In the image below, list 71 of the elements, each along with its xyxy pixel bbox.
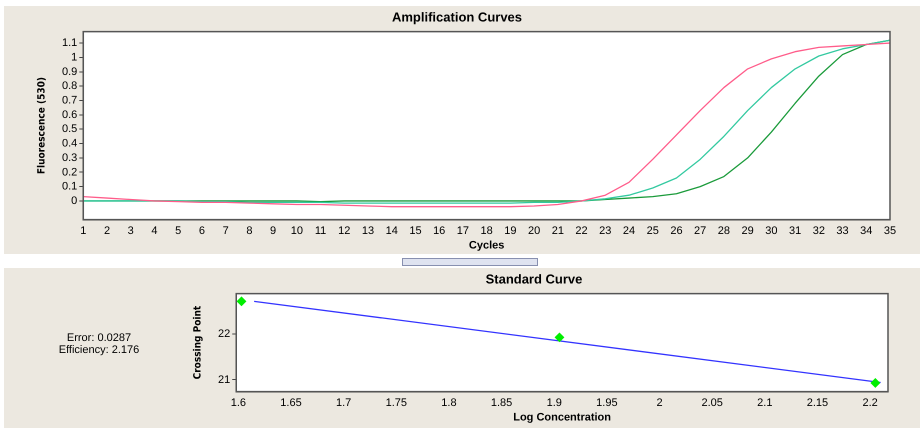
y-tick-label: 1 bbox=[71, 51, 78, 64]
x-axis-title: Log Concentration bbox=[513, 411, 612, 424]
x-tick-label: 1.75 bbox=[386, 397, 407, 410]
x-tick-label: 33 bbox=[836, 225, 849, 238]
x-tick-label: 35 bbox=[884, 225, 896, 238]
x-tick-label: 1.85 bbox=[490, 397, 512, 410]
x-tick-label: 30 bbox=[765, 225, 778, 238]
y-tick-label: 0.4 bbox=[62, 138, 78, 150]
y-axis-title: Fluorescence (530) bbox=[36, 77, 48, 174]
x-tick-label: 4 bbox=[151, 225, 158, 238]
x-tick-label: 34 bbox=[860, 225, 872, 238]
y-axis-title: Crossing Point bbox=[192, 305, 204, 380]
x-tick-label: 11 bbox=[314, 225, 326, 238]
x-tick-label: 7 bbox=[222, 225, 229, 238]
x-tick-label: 2 bbox=[656, 397, 663, 410]
y-tick-label: 0.6 bbox=[62, 108, 78, 121]
x-tick-label: 32 bbox=[812, 225, 825, 238]
x-tick-label: 14 bbox=[386, 225, 398, 238]
x-tick-label: 1.9 bbox=[546, 397, 562, 410]
chart-title: Amplification Curves bbox=[392, 9, 522, 24]
y-tick-label: 0.7 bbox=[62, 94, 78, 107]
x-tick-label: 26 bbox=[670, 225, 683, 238]
y-tick-label: 0.9 bbox=[62, 66, 78, 78]
y-tick-label: 0.2 bbox=[62, 166, 78, 178]
x-tick-label: 2.1 bbox=[757, 397, 772, 410]
x-tick-label: 12 bbox=[338, 225, 350, 238]
x-tick-label: 23 bbox=[599, 225, 612, 238]
x-tick-label: 1.95 bbox=[596, 397, 618, 410]
y-tick-label: 0.5 bbox=[62, 123, 78, 136]
x-tick-label: 1.8 bbox=[441, 397, 457, 410]
text: Error: 0.0287 bbox=[66, 332, 132, 344]
x-tick-label: 3 bbox=[128, 225, 134, 238]
x-tick-label: 24 bbox=[622, 225, 636, 238]
x-tick-label: 25 bbox=[646, 225, 659, 238]
x-tick-label: 21 bbox=[552, 225, 564, 238]
x-tick-label: 1.7 bbox=[336, 397, 352, 410]
y-tick-label: 0.1 bbox=[62, 180, 78, 193]
x-tick-label: 1.65 bbox=[280, 397, 302, 410]
x-tick-label: 29 bbox=[742, 225, 754, 238]
x-tick-label: 8 bbox=[246, 225, 252, 238]
y-tick-label: 0.3 bbox=[62, 152, 78, 164]
x-tick-label: 2.05 bbox=[701, 397, 723, 410]
point bbox=[554, 332, 564, 342]
x-tick-label: 15 bbox=[409, 225, 422, 238]
y-tick-label: 1.1 bbox=[62, 37, 78, 50]
y-tick-label: 0.8 bbox=[62, 80, 78, 92]
x-tick-label: 2.15 bbox=[806, 397, 828, 410]
x-tick-label: 22 bbox=[575, 225, 588, 238]
x-tick-label: 17 bbox=[456, 225, 470, 238]
x-tick-label: 31 bbox=[788, 225, 802, 238]
x-tick-label: 28 bbox=[718, 225, 730, 238]
x-tick-label: 2 bbox=[104, 225, 110, 238]
x-tick-label: 10 bbox=[290, 225, 303, 238]
x-tick-label: 1 bbox=[80, 225, 86, 238]
point bbox=[870, 378, 880, 388]
x-tick-label: 5 bbox=[175, 225, 182, 238]
x-tick-label: 6 bbox=[198, 225, 205, 238]
text: Efficiency: 2.176 bbox=[58, 344, 140, 356]
x-tick-label: 19 bbox=[504, 225, 516, 238]
x-tick-label: 20 bbox=[528, 225, 540, 238]
x-tick-label: 9 bbox=[270, 225, 276, 238]
x-tick-label: 1.6 bbox=[230, 397, 246, 410]
x-tick-label: 2.2 bbox=[862, 397, 878, 410]
y-tick-label: 0 bbox=[71, 194, 78, 207]
x-tick-label: 13 bbox=[362, 225, 374, 238]
x-tick-label: 16 bbox=[433, 225, 446, 238]
x-tick-label: 18 bbox=[480, 225, 493, 238]
chart-title: Standard Curve bbox=[486, 271, 582, 286]
x-axis-title: Cycles bbox=[468, 239, 504, 252]
point bbox=[236, 296, 246, 306]
x-tick-label: 27 bbox=[694, 225, 706, 238]
